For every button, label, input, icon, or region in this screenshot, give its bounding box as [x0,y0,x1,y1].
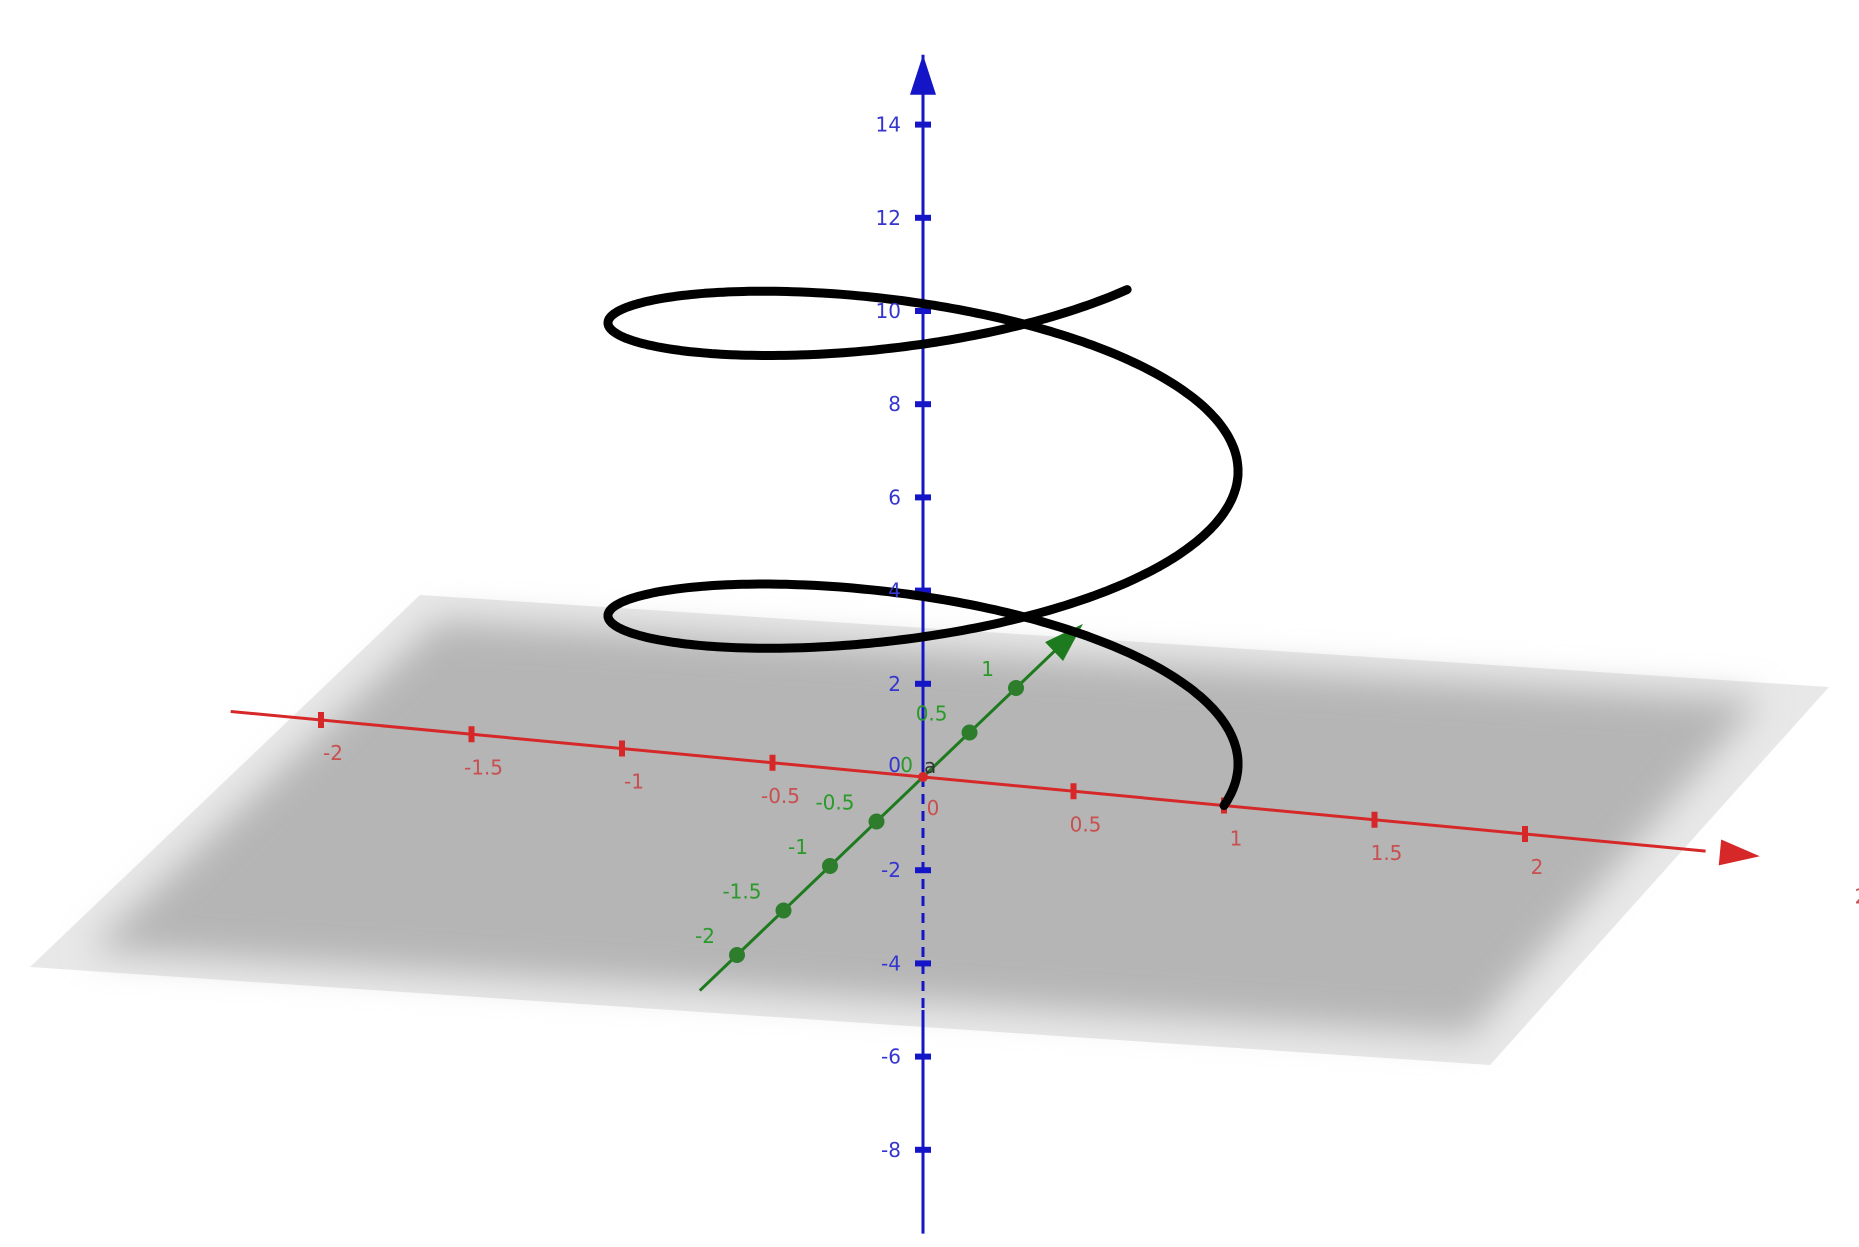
origin-point [918,772,928,782]
z-tick-label: -8 [881,1138,901,1162]
z-tick-label: -2 [881,858,901,882]
y-axis [698,623,1083,992]
x-tick-label: 0 [927,796,940,820]
z-tick-label: 0 [888,753,901,777]
z-tick-label: 4 [888,579,901,603]
helix-curve[interactable] [603,285,1243,810]
x-tick-label: 1.5 [1371,841,1403,865]
curve-label: a [924,754,936,778]
y-tick-mark [729,947,745,963]
y-tick-label: 0 [900,753,913,777]
x-tick-label: 2 [1531,855,1544,879]
xy-plane [30,595,1829,1065]
x-tick-label: -1 [624,770,644,794]
y-tick-label: -2 [695,924,715,948]
tick-labels: -2 -1.5 -1 -0.5 0 0.5 1 1.5 2 2.5 -2 -1.5 -1 -0.5 0 0.5… [323,113,1859,1162]
x-axis-line [230,709,1706,853]
x-tick-label: 0.5 [1070,812,1102,836]
x-tick-label: -1.5 [464,755,503,779]
y-tick-mark [961,724,978,741]
z-tick-label: 10 [876,299,901,323]
z-tick-label: 12 [876,206,901,230]
y-tick-mark [822,858,838,874]
y-axis-line [698,637,1069,992]
y-tick-label: -0.5 [815,791,854,815]
x-tick-label: -0.5 [761,784,800,808]
z-tick-label: 8 [888,392,901,416]
y-tick-mark [775,902,792,919]
x-tick-label: -2 [323,741,343,765]
y-tick-mark [868,813,885,830]
x-tick-label: 2.5 [1855,884,1859,908]
x-axis-arrowhead [1718,839,1760,866]
y-tick-label: 1 [981,657,994,681]
x-tick-label: 1 [1230,827,1243,851]
y-tick-label: 0.5 [916,702,948,726]
y-tick-label: -1.5 [722,880,761,904]
z-axis-arrowhead [910,54,936,95]
z-axis-positive [910,54,936,1153]
z-tick-label: -6 [881,1045,901,1069]
z-tick-label: -4 [881,951,901,975]
y-tick-label: -1 [788,835,808,859]
helix-path [603,285,1243,810]
y-tick-mark [1008,680,1024,696]
z-tick-label: 6 [888,485,901,509]
z-tick-label: 14 [876,113,901,137]
z-tick-label: 2 [888,672,901,696]
